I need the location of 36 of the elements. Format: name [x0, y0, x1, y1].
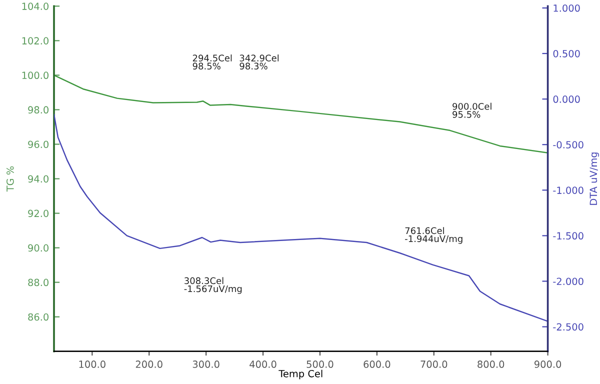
y2-tick-label: 1.000: [554, 4, 580, 12]
y2-tick-label: 0.000: [553, 96, 580, 103]
y-tick-label: 88.0: [28, 278, 48, 286]
x-tick-label: 900.0: [534, 360, 562, 368]
y-tick-label: 104.0: [22, 2, 48, 10]
x-tick-label: 200.0: [136, 360, 162, 368]
y-tick-label: 96.0: [28, 140, 48, 148]
x-tick-label: 400.0: [250, 360, 276, 368]
annotation: 342.9Cel 98.3%: [240, 54, 279, 70]
x-axis-title: Temp Cel: [278, 370, 322, 380]
x-tick-label: 100.0: [79, 360, 106, 368]
y-tick-label: 98.0: [28, 106, 48, 114]
annotation: 900.0Cel 95.5%: [452, 102, 492, 118]
y2-tick-label: -2.000: [553, 278, 584, 286]
y2-tick-label: -0.500: [553, 141, 584, 148]
x-tick-label: 300.0: [192, 360, 220, 368]
y2-tick-label: -1.000: [553, 186, 584, 194]
y-tick-label: 90.0: [28, 244, 48, 252]
y2-tick-label: 0.500: [553, 50, 580, 58]
x-tick-label: 500.0: [306, 360, 334, 368]
annotation: 308.3Cel -1.567uV/mg: [184, 277, 242, 294]
y-tick-label: 92.0: [28, 210, 48, 218]
y-axis-title: TG %: [6, 166, 14, 192]
y2-axis-title: DTA uV/mg: [590, 152, 599, 205]
annotation: 294.5Cel 98.5%: [192, 54, 232, 70]
line-series: [54, 74, 548, 154]
x-tick-label: 700.0: [420, 360, 448, 368]
y2-tick-label: -2.500: [553, 323, 584, 331]
y-tick-label: 102.0: [22, 37, 48, 44]
x-tick-label: 800.0: [478, 360, 504, 368]
x-tick-label: 600.0: [364, 360, 390, 368]
annotation: 761.6Cel -1.944uV/mg: [405, 227, 462, 244]
y-tick-label: 100.0: [22, 72, 48, 80]
y-tick-label: 94.0: [28, 175, 48, 183]
y2-tick-label: -1.500: [553, 232, 584, 240]
y-tick-label: 86.0: [28, 313, 48, 321]
